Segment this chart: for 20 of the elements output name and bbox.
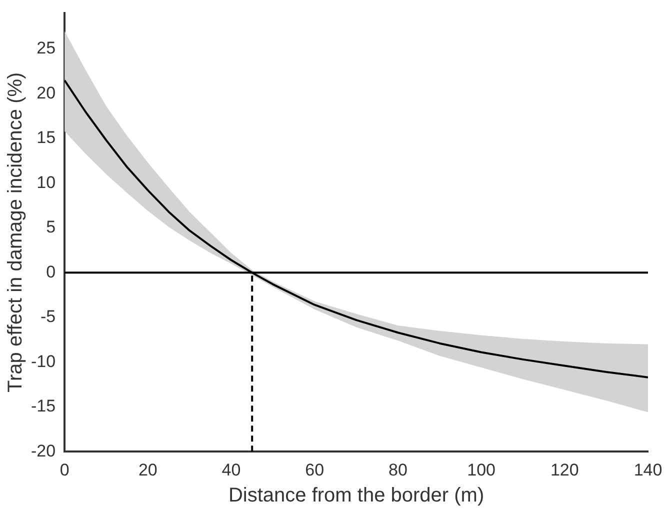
y-tick-label: -10 [30, 352, 56, 371]
x-tick-label: 0 [60, 460, 70, 480]
y-tick-label: -5 [40, 307, 56, 326]
x-tick-label: 100 [467, 460, 496, 480]
y-tick-label: -15 [30, 396, 56, 416]
y-tick-label: 10 [36, 172, 56, 192]
y-tick-label: 25 [36, 38, 56, 58]
x-axis-title: Distance from the border (m) [228, 484, 484, 507]
x-tick-label: 140 [634, 460, 662, 480]
x-tick-label: 120 [550, 460, 579, 480]
y-tick-label: -20 [30, 441, 56, 460]
x-tick-label: 60 [305, 460, 324, 480]
y-tick-label: 0 [46, 262, 56, 282]
y-tick-label: 5 [46, 218, 56, 237]
x-tick-label: 80 [388, 460, 408, 480]
y-tick-label: 20 [36, 83, 56, 102]
y-tick-label: 15 [36, 128, 56, 148]
x-tick-label: 40 [222, 460, 241, 480]
x-tick-label: 20 [138, 460, 158, 480]
y-axis-title: Trap effect in damage incidence (%) [4, 72, 27, 392]
